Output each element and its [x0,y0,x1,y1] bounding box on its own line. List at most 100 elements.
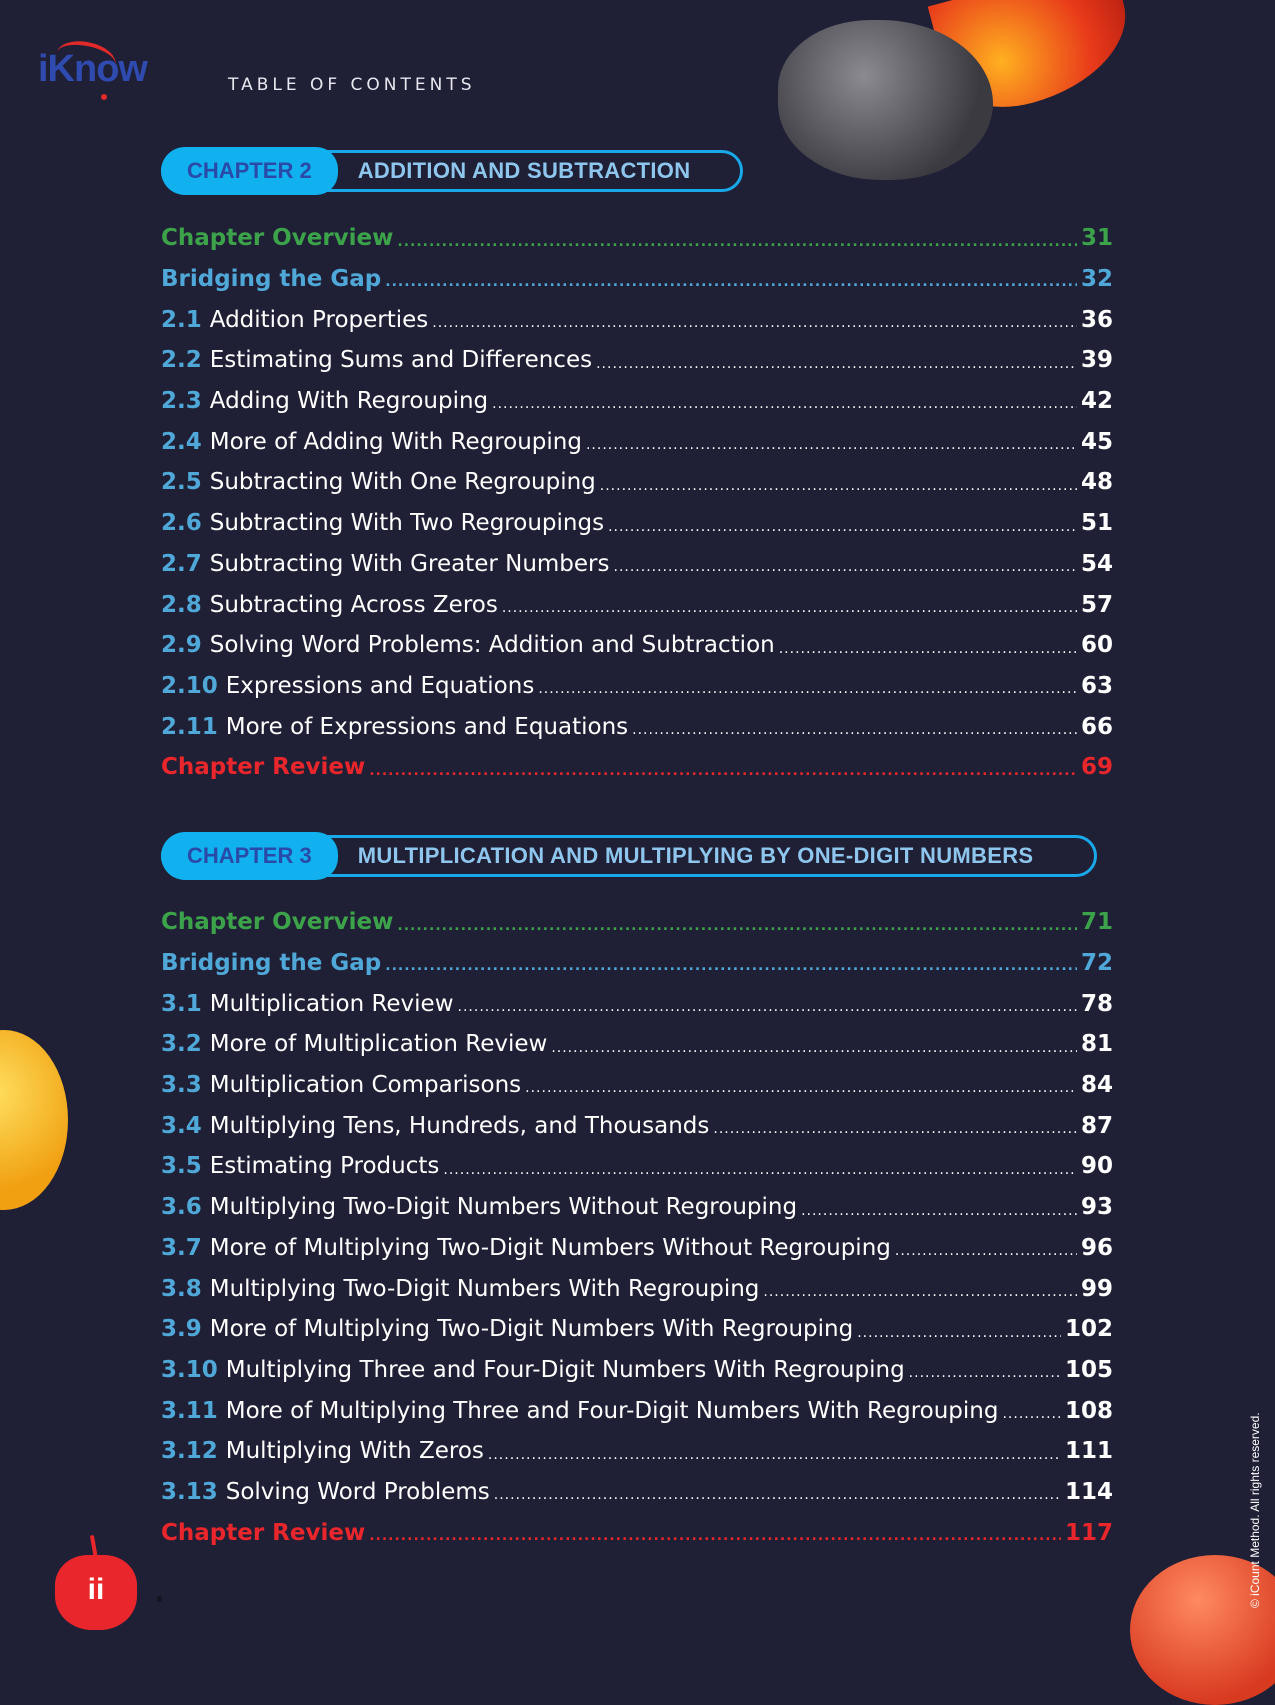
toc-entry[interactable]: Chapter Review 69 [161,747,1113,788]
toc-entry[interactable]: 2.10 Expressions and Equations 63 [161,666,1113,707]
toc-entry[interactable]: 3.7 More of Multiplying Two-Digit Numbers… [161,1228,1113,1269]
page-number: 90 [1080,1153,1113,1180]
toc-entry[interactable]: 3.6 Multiplying Two-Digit Numbers Without… [161,1187,1113,1228]
entry-title: Subtracting With One Regrouping [209,469,596,496]
page-number: 57 [1080,591,1113,618]
section-number: 2.7 [161,550,202,577]
toc-entry[interactable]: Chapter Overview 71 [161,902,1113,943]
page-number: 105 [1064,1356,1113,1383]
entry-title: Subtracting With Greater Numbers [209,550,610,577]
dot-leader [385,958,1077,983]
page-number: 96 [1080,1234,1113,1261]
dot-leader [494,1487,1061,1512]
dot-leader [600,478,1077,503]
section-number: 3.2 [161,1031,202,1058]
chapter-2-entries: Chapter Overview 31 Bridging the Gap 32 2.1 A… [161,218,1113,788]
toc-entry[interactable]: 2.9 Solving Word Problems: Addition and S… [161,625,1113,666]
section-number: 2.3 [161,388,202,415]
page-number: 39 [1080,347,1113,374]
section-number: 2.2 [161,347,202,374]
page-number: 54 [1080,550,1113,577]
dot-leader [895,1243,1077,1268]
toc-entry[interactable]: Chapter Overview 31 [161,218,1113,259]
entry-title: More of Multiplying Two-Digit Numbers Wi… [209,1316,854,1343]
toc-entry[interactable]: 3.9 More of Multiplying Two-Digit Numbers… [161,1309,1113,1350]
entry-title: Multiplying Three and Four-Digit Numbers… [225,1356,905,1383]
chapter-label: CHAPTER 3 [161,832,338,880]
page-number: 42 [1080,388,1113,415]
toc-entry[interactable]: 2.1 Addition Properties 36 [161,299,1113,340]
dot-leader [538,681,1077,706]
entry-title: Bridging the Gap [161,950,382,977]
entry-title: Adding With Regrouping [209,388,489,415]
section-number: 3.12 [161,1438,218,1465]
toc-entry[interactable]: Bridging the Gap 72 [161,943,1113,984]
dot-leader [369,763,1077,788]
section-number: 3.10 [161,1356,218,1383]
toc-entry[interactable]: 3.2 More of Multiplication Review 81 [161,1024,1113,1065]
section-number: 2.4 [161,428,202,455]
toc-entry[interactable]: 3.8 Multiplying Two-Digit Numbers With Re… [161,1268,1113,1309]
entry-title: More of Multiplying Three and Four-Digit… [225,1397,999,1424]
page-number: 36 [1080,306,1113,333]
page-number: 78 [1080,990,1113,1017]
dot-leader [909,1365,1061,1390]
chapter-title: ADDITION AND SUBTRACTION [357,158,691,183]
section-number: 2.9 [161,632,202,659]
entry-title: Chapter Review [161,754,366,781]
entry-title: Subtracting Across Zeros [209,591,498,618]
page-number: 60 [1080,632,1113,659]
section-number: 3.3 [161,1072,202,1099]
toc-entry[interactable]: 3.10 Multiplying Three and Four-Digit Num… [161,1350,1113,1391]
page-number: 99 [1080,1275,1113,1302]
entry-title: Chapter Overview [161,225,394,252]
section-number: 2.8 [161,591,202,618]
toc-entry[interactable]: 2.3 Adding With Regrouping 42 [161,381,1113,422]
section-number: 2.1 [161,306,202,333]
copyright-text: © iCount Method. All rights reserved. [1248,1412,1262,1608]
toc-entry[interactable]: Bridging the Gap 32 [161,259,1113,300]
dot-leader [614,559,1077,584]
page-number: 81 [1080,1031,1113,1058]
toc-entry[interactable]: 3.12 Multiplying With Zeros 111 [161,1431,1113,1472]
section-number: 2.5 [161,469,202,496]
page-number: 84 [1080,1072,1113,1099]
section-number: 2.11 [161,713,218,740]
toc-entry[interactable]: 2.6 Subtracting With Two Regroupings 51 [161,503,1113,544]
section-number: 3.7 [161,1234,202,1261]
page-number: 31 [1080,225,1113,252]
toc-entry[interactable]: Chapter Review 117 [161,1512,1113,1553]
toc-entry[interactable]: 3.13 Solving Word Problems 114 [161,1472,1113,1513]
entry-title: More of Expressions and Equations [225,713,629,740]
dot-leader [608,519,1077,544]
section-number: 3.13 [161,1478,218,1505]
page-number-mark [157,1596,162,1602]
entry-title: More of Adding With Regrouping [209,428,582,455]
entry-title: Chapter Overview [161,909,394,936]
toc-entry[interactable]: 2.11 More of Expressions and Equations 66 [161,706,1113,747]
toc-entry[interactable]: 2.8 Subtracting Across Zeros 57 [161,584,1113,625]
toc-entry[interactable]: 2.2 Estimating Sums and Differences 39 [161,340,1113,381]
dot-leader [397,918,1077,943]
toc-entry[interactable]: 3.11 More of Multiplying Three and Four-D… [161,1390,1113,1431]
entry-title: Multiplying Two-Digit Numbers Without Re… [209,1194,798,1221]
entry-title: Multiplying Two-Digit Numbers With Regro… [209,1275,760,1302]
toc-entry[interactable]: 2.7 Subtracting With Greater Numbers 54 [161,544,1113,585]
toc-entry[interactable]: 2.4 More of Adding With Regrouping 45 [161,421,1113,462]
dot-leader [369,1528,1061,1553]
section-number: 2.10 [161,672,218,699]
toc-entry[interactable]: 2.5 Subtracting With One Regrouping 48 [161,462,1113,503]
toc-entry[interactable]: 3.3 Multiplication Comparisons 84 [161,1065,1113,1106]
page-number: 117 [1064,1519,1113,1546]
toc-entry[interactable]: 3.1 Multiplication Review 78 [161,983,1113,1024]
page-number: 69 [1080,754,1113,781]
toc-entry[interactable]: 3.5 Estimating Products 90 [161,1146,1113,1187]
section-number: 3.11 [161,1397,218,1424]
dot-leader [632,722,1077,747]
dot-leader [397,234,1077,259]
toc-entry[interactable]: 3.4 Multiplying Tens, Hundreds, and Thous… [161,1105,1113,1146]
page-title: TABLE OF CONTENTS [228,75,476,95]
page-number: 45 [1080,428,1113,455]
dot-leader [443,1162,1077,1187]
page-number: 108 [1064,1397,1113,1424]
